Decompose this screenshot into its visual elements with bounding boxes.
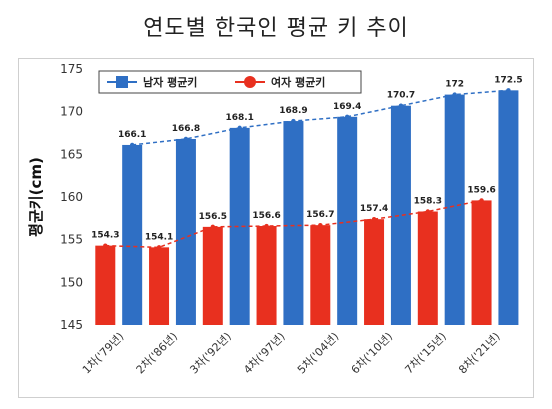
- height-chart: 145 150 155 160 165 170 175 평균키(cm) 1차('79년) 2차('…: [27, 62, 523, 377]
- female-value-label: 158.3: [414, 197, 442, 207]
- male-point: [452, 92, 457, 97]
- x-tick-label: 5차('04년): [295, 330, 342, 377]
- chart-title: 연도별 한국인 평균 키 추이: [143, 16, 409, 41]
- female-point: [479, 198, 484, 203]
- legend-male-label: 남자 평균키: [143, 75, 197, 89]
- male-value-label: 172.5: [494, 75, 522, 85]
- x-tick-label: 6차('10년): [349, 330, 396, 377]
- y-axis-label: 평균키(cm): [27, 157, 45, 237]
- male-bar: [498, 90, 519, 325]
- legend-female-swatch: [244, 76, 256, 88]
- male-point: [237, 125, 242, 131]
- female-point: [156, 245, 162, 250]
- x-tick-label: 3차('92년): [187, 330, 234, 377]
- female-bar: [310, 225, 331, 325]
- bars-layer: [95, 90, 519, 325]
- y-tick-label: 165: [60, 147, 83, 161]
- x-tick-label: 2차('86년): [134, 330, 181, 377]
- x-tick-label: 1차('79년): [80, 330, 127, 377]
- male-bar: [337, 116, 358, 325]
- female-value-label: 157.4: [360, 204, 388, 214]
- x-tick-label: 8차('21년): [456, 330, 503, 377]
- male-point: [291, 118, 296, 124]
- x-tick-label: 4차('97년): [241, 330, 288, 377]
- female-point: [425, 209, 430, 214]
- female-value-label: 154.3: [91, 231, 119, 241]
- male-trend-line: [132, 89, 509, 146]
- female-bar: [256, 226, 277, 325]
- female-value-label: 156.7: [306, 210, 334, 220]
- female-bar: [364, 219, 385, 325]
- female-bar: [202, 226, 223, 325]
- male-bar: [390, 105, 411, 325]
- male-value-label: 169.4: [333, 102, 361, 112]
- data-labels-layer: 166.1 166.8 168.1 168.9 169.4 170.7 172 172.5 15…: [91, 75, 523, 242]
- male-point: [129, 142, 135, 148]
- male-point: [398, 103, 404, 108]
- female-trend-line: [105, 199, 482, 249]
- male-value-label: 168.9: [279, 106, 307, 116]
- y-tick-label: 150: [60, 275, 83, 289]
- y-tick-label: 170: [60, 105, 83, 119]
- female-point: [318, 222, 323, 228]
- female-bar: [417, 211, 438, 325]
- female-value-label: 154.1: [145, 232, 173, 242]
- male-bar: [444, 94, 465, 325]
- y-tick-label: 155: [60, 233, 83, 247]
- female-value-label: 159.6: [467, 185, 495, 195]
- male-value-label: 172: [445, 80, 464, 90]
- legend-female-label: 여자 평균키: [271, 75, 325, 89]
- trend-lines-layer: [103, 88, 511, 250]
- female-point: [264, 223, 269, 229]
- female-bar: [95, 245, 116, 325]
- legend-box: [98, 70, 362, 94]
- male-bar: [175, 138, 196, 325]
- male-value-label: 170.7: [387, 91, 415, 101]
- female-value-label: 156.6: [252, 211, 280, 221]
- female-point: [371, 216, 377, 222]
- male-value-label: 166.8: [172, 124, 200, 134]
- legend-male-swatch: [116, 76, 128, 88]
- y-tick-label: 145: [60, 318, 83, 332]
- male-bar: [122, 144, 143, 325]
- female-bar: [149, 247, 170, 325]
- male-point: [344, 114, 350, 119]
- male-bar: [229, 127, 250, 325]
- female-value-label: 156.5: [199, 212, 227, 222]
- chart-frame: 145 150 155 160 165 170 175 평균키(cm) 1차('79년) 2차('…: [18, 58, 534, 398]
- male-point: [506, 88, 511, 93]
- y-tick-label: 175: [60, 62, 83, 76]
- legend: 남자 평균키 여자 평균키: [98, 70, 362, 94]
- male-value-label: 166.1: [118, 130, 146, 140]
- female-point: [210, 224, 215, 230]
- female-point: [103, 243, 108, 248]
- y-tick-label: 160: [60, 190, 83, 204]
- male-value-label: 168.1: [225, 113, 253, 123]
- male-bar: [283, 121, 304, 325]
- female-bar: [471, 200, 492, 325]
- male-point: [183, 136, 189, 142]
- x-tick-label: 7차('15년): [402, 330, 449, 377]
